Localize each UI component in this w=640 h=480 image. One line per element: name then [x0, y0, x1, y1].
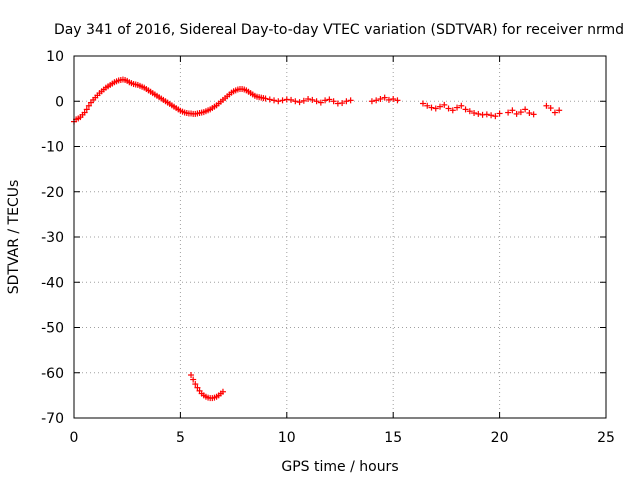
data-point: [347, 97, 354, 104]
data-point: [419, 100, 426, 107]
y-tick-label: -70: [41, 411, 64, 427]
data-point: [505, 109, 512, 116]
x-tick-label: 15: [384, 430, 402, 446]
plot-frame: [73, 55, 607, 419]
x-axis-label: GPS time / hours: [281, 459, 398, 475]
x-tick-label: 25: [597, 430, 615, 446]
data-point: [475, 110, 482, 117]
x-tick-label: 5: [176, 430, 185, 446]
data-point: [509, 107, 516, 114]
data-point: [547, 105, 554, 112]
grid: [74, 56, 606, 418]
x-tick-labels: 0 5 10 15 20 25: [70, 430, 615, 446]
data-point: [522, 106, 529, 113]
data-point: [441, 101, 448, 108]
y-axis-label: SDTVAR / TECUs: [6, 180, 22, 295]
y-tick-label: -30: [41, 230, 64, 246]
y-tick-labels: 10 0 -10 -20 -30 -40 -50 -60 -70: [41, 49, 64, 427]
data-point: [390, 95, 397, 102]
y-tick-label: 0: [55, 94, 64, 110]
data-point: [288, 96, 295, 103]
y-tick-label: -40: [41, 275, 64, 291]
data-point: [194, 384, 201, 391]
data-point: [313, 98, 320, 105]
data-point: [296, 99, 303, 106]
data-point: [466, 108, 473, 115]
data-point: [530, 111, 537, 118]
data-point: [381, 94, 388, 101]
data-point: [394, 97, 401, 104]
data-point: [483, 111, 490, 118]
data-point: [445, 105, 452, 112]
data-point: [432, 105, 439, 112]
data-point: [188, 372, 195, 379]
data-point: [339, 100, 346, 107]
data-point: [543, 102, 550, 109]
data-point: [517, 109, 524, 116]
y-tick-label: -60: [41, 366, 64, 382]
data-points: [71, 76, 563, 402]
data-point: [424, 102, 431, 109]
data-point: [83, 106, 90, 113]
data-point: [322, 97, 329, 104]
data-point: [343, 98, 350, 105]
data-point: [556, 107, 563, 114]
data-point: [219, 388, 226, 395]
x-tick-label: 0: [70, 430, 79, 446]
data-point: [377, 95, 384, 102]
data-point: [85, 102, 92, 109]
data-point: [330, 98, 337, 105]
data-point: [458, 102, 465, 109]
data-point: [317, 99, 324, 106]
data-point: [551, 109, 558, 116]
data-point: [275, 98, 282, 105]
data-point: [368, 98, 375, 105]
data-point: [271, 97, 278, 104]
y-tick-label: -10: [41, 140, 64, 156]
data-point: [192, 381, 199, 388]
data-point: [305, 95, 312, 102]
data-point: [326, 96, 333, 103]
data-point: [266, 96, 273, 103]
data-point: [373, 97, 380, 104]
data-point: [492, 113, 499, 120]
data-point: [496, 110, 503, 117]
data-point: [262, 95, 269, 102]
data-point: [454, 104, 461, 111]
data-point: [526, 110, 533, 117]
y-tick-label: -50: [41, 321, 64, 337]
data-point: [81, 109, 88, 116]
data-point: [190, 376, 197, 383]
data-point: [488, 112, 495, 119]
data-point: [428, 104, 435, 111]
data-point: [437, 103, 444, 110]
chart-title: Day 341 of 2016, Sidereal Day-to-day VTE…: [54, 22, 624, 38]
data-point: [300, 97, 307, 104]
y-tick-label: -20: [41, 185, 64, 201]
data-point: [513, 110, 520, 117]
data-point: [292, 98, 299, 105]
data-point: [471, 110, 478, 117]
y-tick-label: 10: [46, 49, 64, 65]
data-point: [462, 106, 469, 113]
x-tick-label: 20: [491, 430, 509, 446]
data-point: [279, 97, 286, 104]
data-point: [309, 96, 316, 103]
x-tick-label: 10: [278, 430, 296, 446]
data-point: [385, 96, 392, 103]
data-point: [449, 107, 456, 114]
